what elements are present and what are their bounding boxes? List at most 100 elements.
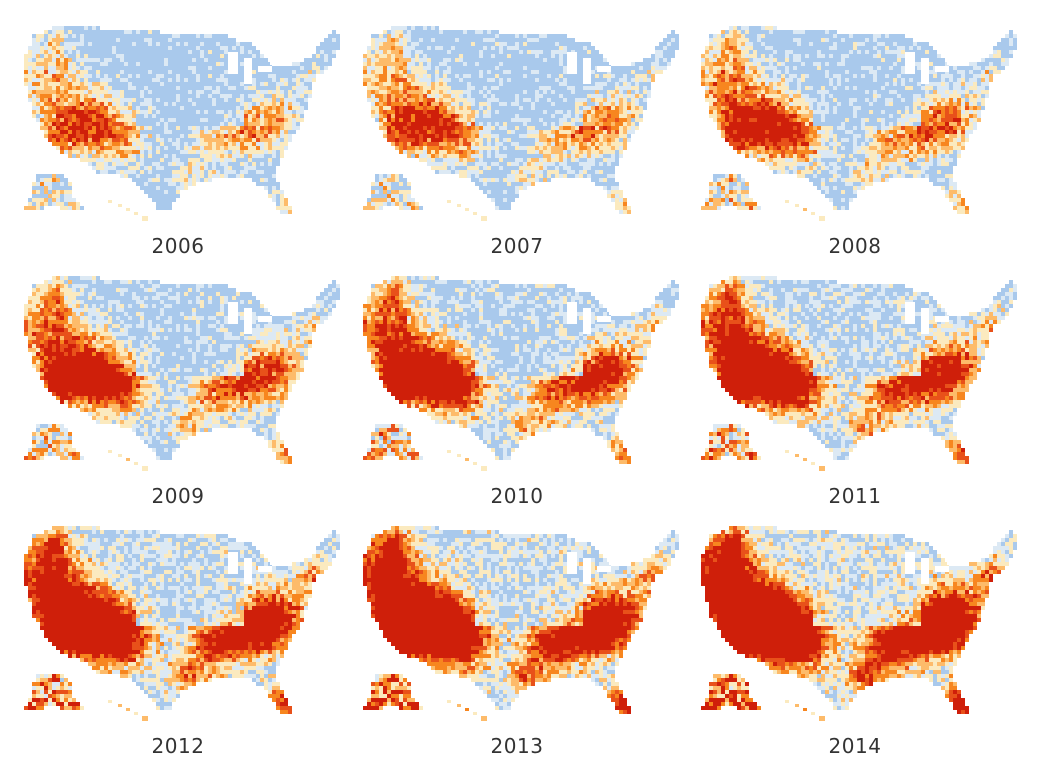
- county-cell: [451, 98, 455, 102]
- county-cell: [264, 94, 268, 98]
- county-cell: [423, 158, 427, 162]
- county-cell: [168, 98, 172, 102]
- county-cell: [116, 162, 120, 166]
- county-cell: [272, 190, 276, 194]
- county-cell: [96, 38, 100, 42]
- county-cell: [411, 34, 415, 38]
- county-cell: [595, 62, 599, 66]
- county-cell: [619, 78, 623, 82]
- county-cell: [451, 146, 455, 150]
- county-cell: [599, 170, 603, 174]
- county-cell: [387, 66, 391, 70]
- county-cell: [607, 90, 611, 94]
- county-cell: [435, 86, 439, 90]
- alaska-county-cell: [60, 182, 64, 186]
- county-cell: [28, 98, 32, 102]
- alaska-county-cell: [40, 178, 44, 182]
- county-cell: [463, 130, 467, 134]
- county-cell: [56, 106, 60, 110]
- county-cell: [499, 186, 503, 190]
- county-cell: [611, 198, 615, 202]
- county-cell: [487, 150, 491, 154]
- county-cell: [483, 182, 487, 186]
- county-cell: [523, 114, 527, 118]
- county-cell: [108, 50, 112, 54]
- county-cell: [515, 106, 519, 110]
- county-cell: [28, 94, 32, 98]
- county-cell: [232, 122, 236, 126]
- county-cell: [96, 98, 100, 102]
- county-cell: [116, 30, 120, 34]
- county-cell: [160, 166, 164, 170]
- county-cell: [403, 30, 407, 34]
- county-cell: [475, 54, 479, 58]
- county-cell: [499, 190, 503, 194]
- county-cell: [551, 94, 555, 98]
- county-cell: [427, 54, 431, 58]
- county-cell: [192, 110, 196, 114]
- county-cell: [467, 134, 471, 138]
- county-cell: [467, 58, 471, 62]
- county-cell: [407, 30, 411, 34]
- county-cell: [635, 86, 639, 90]
- county-cell: [615, 82, 619, 86]
- county-cell: [268, 130, 272, 134]
- county-cell: [232, 138, 236, 142]
- county-cell: [200, 162, 204, 166]
- county-cell: [663, 38, 667, 42]
- county-cell: [240, 102, 244, 106]
- county-cell: [547, 114, 551, 118]
- county-cell: [555, 134, 559, 138]
- county-cell: [619, 102, 623, 106]
- county-cell: [104, 46, 108, 50]
- county-cell: [180, 162, 184, 166]
- county-cell: [419, 54, 423, 58]
- alaska-county-cell: [72, 206, 76, 210]
- county-cell: [200, 150, 204, 154]
- county-cell: [415, 70, 419, 74]
- county-cell: [168, 34, 172, 38]
- county-cell: [220, 62, 224, 66]
- county-cell: [244, 54, 248, 58]
- county-cell: [463, 62, 467, 66]
- county-cell: [415, 110, 419, 114]
- county-cell: [124, 34, 128, 38]
- county-cell: [583, 150, 587, 154]
- county-cell: [116, 134, 120, 138]
- county-cell: [240, 150, 244, 154]
- county-cell: [172, 146, 176, 150]
- county-cell: [68, 102, 72, 106]
- county-cell: [655, 62, 659, 66]
- county-cell: [535, 62, 539, 66]
- county-cell: [156, 202, 160, 206]
- county-cell: [156, 106, 160, 110]
- alaska-county-cell: [407, 182, 411, 186]
- county-cell: [455, 118, 459, 122]
- county-cell: [383, 134, 387, 138]
- county-cell: [96, 70, 100, 74]
- county-cell: [531, 102, 535, 106]
- county-cell: [56, 90, 60, 94]
- county-cell: [224, 142, 228, 146]
- county-cell: [212, 114, 216, 118]
- county-cell: [367, 86, 371, 90]
- county-cell: [172, 106, 176, 110]
- county-cell: [124, 62, 128, 66]
- county-cell: [180, 46, 184, 50]
- county-cell: [252, 138, 256, 142]
- county-cell: [272, 174, 276, 178]
- county-cell: [539, 166, 543, 170]
- alaska-county-cell: [68, 190, 72, 194]
- county-cell: [264, 62, 268, 66]
- county-cell: [483, 74, 487, 78]
- county-cell: [232, 130, 236, 134]
- county-cell: [507, 74, 511, 78]
- county-cell: [535, 46, 539, 50]
- county-cell: [196, 162, 200, 166]
- alaska-county-cell: [391, 174, 395, 178]
- county-cell: [140, 174, 144, 178]
- county-cell: [611, 142, 615, 146]
- county-cell: [527, 102, 531, 106]
- county-cell: [439, 34, 443, 38]
- county-cell: [284, 114, 288, 118]
